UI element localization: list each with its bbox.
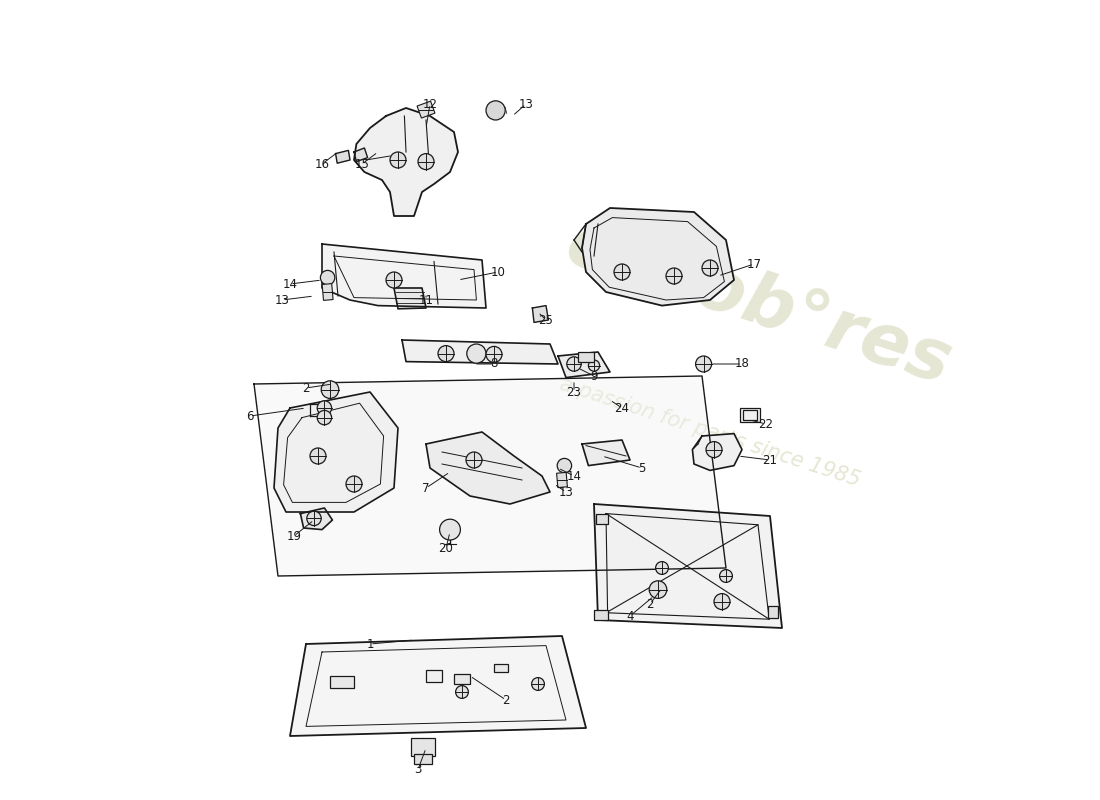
Bar	[322, 284, 333, 300]
Bar	[330, 676, 354, 688]
Polygon shape	[274, 392, 398, 512]
Text: 4: 4	[626, 610, 634, 622]
Bar	[454, 674, 470, 684]
Text: 25: 25	[539, 314, 553, 326]
Text: 2: 2	[503, 694, 509, 706]
Circle shape	[656, 562, 669, 574]
Circle shape	[386, 272, 402, 288]
Text: 19: 19	[286, 530, 301, 542]
Polygon shape	[582, 208, 734, 306]
Circle shape	[455, 686, 469, 698]
Bar	[417, 101, 434, 118]
Circle shape	[706, 442, 722, 458]
Text: a passion for parts since 1985: a passion for parts since 1985	[557, 374, 862, 490]
Circle shape	[320, 270, 334, 285]
Circle shape	[702, 260, 718, 276]
Text: 7: 7	[422, 482, 430, 494]
Polygon shape	[402, 340, 558, 364]
Text: 17: 17	[747, 258, 761, 270]
Text: 18: 18	[735, 358, 749, 370]
Circle shape	[466, 452, 482, 468]
Circle shape	[666, 268, 682, 284]
Circle shape	[649, 581, 667, 598]
Text: 15: 15	[354, 158, 370, 170]
Bar	[578, 352, 594, 362]
Text: 22: 22	[759, 418, 773, 430]
Text: 1: 1	[366, 638, 374, 650]
Polygon shape	[354, 148, 367, 162]
Circle shape	[317, 410, 331, 425]
Polygon shape	[426, 432, 550, 504]
Text: 20: 20	[439, 542, 453, 554]
Text: eurob°res: eurob°res	[557, 210, 959, 398]
Text: 21: 21	[762, 454, 778, 466]
Polygon shape	[300, 508, 332, 530]
Bar	[557, 473, 568, 487]
Bar	[410, 738, 435, 756]
Circle shape	[695, 356, 712, 372]
Text: 5: 5	[638, 462, 646, 474]
Bar	[426, 670, 442, 682]
Bar	[494, 664, 508, 672]
Bar	[596, 514, 608, 524]
Circle shape	[486, 346, 502, 362]
Bar	[769, 606, 778, 618]
Text: 6: 6	[246, 410, 254, 422]
Circle shape	[566, 357, 581, 371]
Text: 2: 2	[302, 382, 310, 394]
Polygon shape	[290, 636, 586, 736]
Circle shape	[438, 346, 454, 362]
Polygon shape	[336, 150, 350, 163]
Polygon shape	[594, 504, 782, 628]
Circle shape	[714, 594, 730, 610]
Polygon shape	[322, 244, 486, 308]
Polygon shape	[558, 352, 611, 378]
Bar	[594, 610, 608, 620]
Text: 13: 13	[559, 486, 573, 498]
Text: 13: 13	[518, 98, 534, 110]
Circle shape	[390, 152, 406, 168]
Polygon shape	[354, 108, 458, 216]
Text: 8: 8	[491, 358, 497, 370]
Polygon shape	[532, 306, 549, 322]
Bar	[740, 408, 760, 422]
Text: 14: 14	[283, 278, 297, 290]
Text: 12: 12	[422, 98, 438, 110]
Polygon shape	[582, 440, 630, 466]
Bar	[414, 754, 431, 764]
Circle shape	[310, 448, 326, 464]
Text: 23: 23	[566, 386, 582, 398]
Circle shape	[466, 344, 486, 363]
Text: 10: 10	[491, 266, 505, 278]
Circle shape	[486, 101, 505, 120]
Circle shape	[614, 264, 630, 280]
Text: 13: 13	[275, 294, 289, 306]
Circle shape	[588, 360, 600, 371]
Text: 14: 14	[566, 470, 582, 482]
Circle shape	[321, 381, 339, 398]
Circle shape	[317, 401, 331, 415]
Circle shape	[531, 678, 544, 690]
Text: 16: 16	[315, 158, 330, 170]
Polygon shape	[692, 434, 742, 470]
Polygon shape	[254, 376, 726, 576]
Circle shape	[346, 476, 362, 492]
Circle shape	[418, 154, 434, 170]
Circle shape	[440, 519, 461, 540]
Bar	[742, 410, 757, 420]
Circle shape	[719, 570, 733, 582]
Text: 2: 2	[647, 598, 653, 610]
Polygon shape	[394, 288, 426, 309]
Text: 11: 11	[418, 294, 433, 306]
Text: 3: 3	[415, 763, 421, 776]
Circle shape	[307, 511, 321, 526]
Text: 9: 9	[591, 370, 597, 382]
Circle shape	[558, 458, 572, 473]
Text: 24: 24	[615, 402, 629, 414]
